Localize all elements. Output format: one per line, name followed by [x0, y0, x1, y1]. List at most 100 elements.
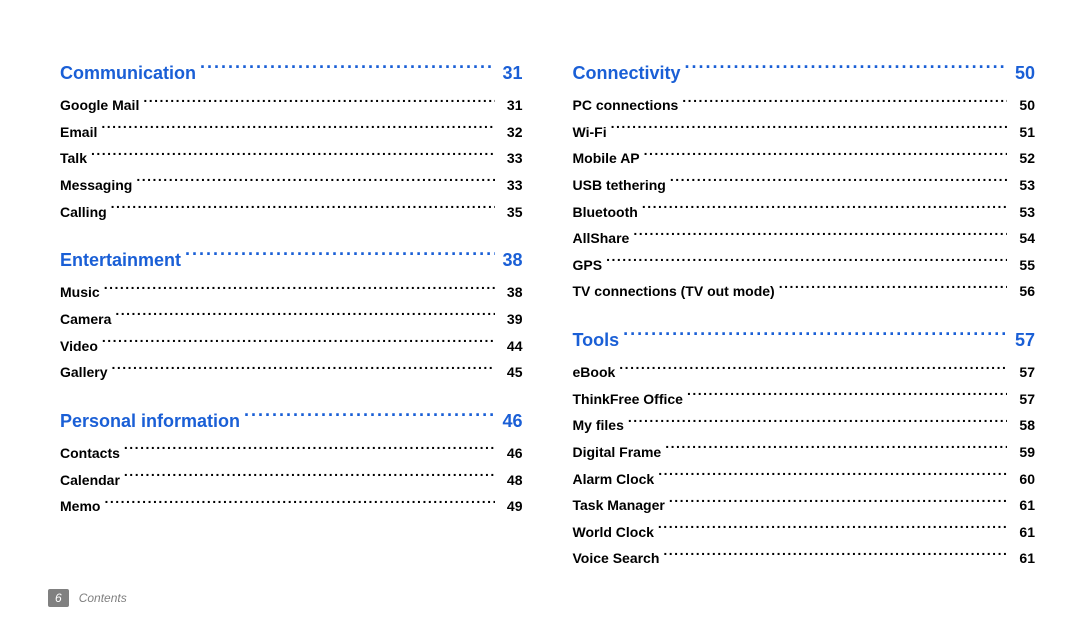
toc-entry[interactable]: Contacts 46	[60, 440, 523, 467]
toc-entry[interactable]: Video 44	[60, 333, 523, 360]
toc-entry-label: AllShare	[573, 225, 634, 252]
toc-entry-page: 31	[495, 92, 523, 119]
toc-section: Tools57eBook57ThinkFree Office57My files…	[573, 323, 1036, 572]
toc-entry[interactable]: Music38	[60, 279, 523, 306]
toc-entry-page: 48	[495, 467, 523, 494]
toc-heading-label: Entertainment	[60, 243, 185, 277]
toc-entry-label: Memo	[60, 493, 104, 520]
toc-leader	[111, 361, 494, 377]
toc-entry-page: 49	[495, 493, 523, 520]
toc-entry[interactable]: Alarm Clock 60	[573, 466, 1036, 493]
toc-heading-label: Communication	[60, 56, 200, 90]
toc-entry-page: 61	[1007, 492, 1035, 519]
toc-entry-page: 60	[1007, 466, 1035, 493]
toc-entry-label: TV connections (TV out mode)	[573, 278, 779, 305]
toc-entry-page: 33	[495, 172, 523, 199]
toc-leader	[185, 250, 494, 266]
toc-entry-page: 46	[495, 440, 523, 467]
toc-entry-label: eBook	[573, 359, 620, 386]
toc-leader	[102, 335, 495, 351]
toc-entry-label: Video	[60, 333, 102, 360]
toc-entry-page: 50	[1007, 92, 1035, 119]
toc-entry[interactable]: Calendar 48	[60, 467, 523, 494]
toc-entry[interactable]: Memo 49	[60, 493, 523, 520]
toc-leader	[644, 147, 1007, 163]
toc-heading-label: Tools	[573, 323, 624, 357]
toc-entry[interactable]: My files58	[573, 412, 1036, 439]
toc-columns: Communication31Google Mail 31Email32Talk3…	[60, 50, 1035, 590]
toc-entry-label: My files	[573, 412, 628, 439]
toc-heading-label: Connectivity	[573, 56, 685, 90]
toc-entry[interactable]: Voice Search61	[573, 545, 1036, 572]
toc-entry[interactable]: PC connections 50	[573, 92, 1036, 119]
toc-entry-label: Wi-Fi	[573, 119, 611, 146]
toc-heading[interactable]: Connectivity50	[573, 56, 1036, 90]
toc-section: Entertainment38Music38Camera39Video44Gal…	[60, 243, 523, 386]
toc-entry[interactable]: Messaging 33	[60, 172, 523, 199]
toc-leader	[669, 494, 1007, 510]
toc-entry-page: 32	[495, 119, 523, 146]
toc-entry-label: Contacts	[60, 440, 124, 467]
toc-entry[interactable]: Mobile AP52	[573, 145, 1036, 172]
toc-leader	[611, 121, 1007, 137]
toc-leader	[143, 94, 494, 110]
toc-entry-label: World Clock	[573, 519, 658, 546]
toc-entry[interactable]: World Clock61	[573, 519, 1036, 546]
toc-entry-label: Music	[60, 279, 104, 306]
toc-entry-page: 56	[1007, 278, 1035, 305]
toc-entry-page: 35	[495, 199, 523, 226]
toc-leader	[665, 441, 1007, 457]
toc-entry[interactable]: Camera39	[60, 306, 523, 333]
toc-entry[interactable]: eBook57	[573, 359, 1036, 386]
toc-entry-label: Alarm Clock	[573, 466, 659, 493]
toc-leader	[685, 63, 1007, 79]
toc-leader	[104, 495, 494, 511]
toc-leader	[642, 201, 1007, 217]
toc-heading[interactable]: Personal information46	[60, 404, 523, 438]
toc-entry[interactable]: GPS55	[573, 252, 1036, 279]
toc-entry-page: 59	[1007, 439, 1035, 466]
toc-entry-label: Gallery	[60, 359, 111, 386]
footer: 6 Contents	[48, 589, 127, 607]
toc-leader	[91, 147, 495, 163]
toc-entry[interactable]: USB tethering 53	[573, 172, 1036, 199]
toc-entry[interactable]: Email32	[60, 119, 523, 146]
toc-section: Connectivity50PC connections 50Wi-Fi51Mob…	[573, 56, 1036, 305]
toc-leader	[628, 414, 1007, 430]
page: Communication31Google Mail 31Email32Talk3…	[0, 0, 1080, 629]
toc-entry-label: Calendar	[60, 467, 124, 494]
toc-entry[interactable]: Task Manager61	[573, 492, 1036, 519]
toc-entry[interactable]: TV connections (TV out mode) 56	[573, 278, 1036, 305]
toc-heading[interactable]: Tools57	[573, 323, 1036, 357]
toc-heading[interactable]: Communication31	[60, 56, 523, 90]
toc-leader	[244, 411, 494, 427]
toc-entry-label: PC connections	[573, 92, 683, 119]
toc-leader	[779, 280, 1007, 296]
toc-leader	[115, 308, 494, 324]
toc-entry-page: 53	[1007, 199, 1035, 226]
toc-leader	[633, 227, 1007, 243]
toc-entry-label: Messaging	[60, 172, 136, 199]
toc-heading[interactable]: Entertainment38	[60, 243, 523, 277]
toc-entry-label: Digital Frame	[573, 439, 666, 466]
toc-entry[interactable]: Bluetooth53	[573, 199, 1036, 226]
toc-entry-label: Google Mail	[60, 92, 143, 119]
toc-entry[interactable]: Digital Frame 59	[573, 439, 1036, 466]
toc-entry[interactable]: AllShare54	[573, 225, 1036, 252]
toc-leader	[111, 201, 495, 217]
toc-entry-label: USB tethering	[573, 172, 670, 199]
toc-entry[interactable]: Gallery45	[60, 359, 523, 386]
toc-entry[interactable]: Calling35	[60, 199, 523, 226]
toc-entry[interactable]: ThinkFree Office57	[573, 386, 1036, 413]
toc-entry[interactable]: Wi-Fi51	[573, 119, 1036, 146]
toc-heading-page: 46	[495, 404, 523, 438]
toc-entry-label: ThinkFree Office	[573, 386, 687, 413]
toc-leader	[136, 174, 494, 190]
toc-entry-page: 55	[1007, 252, 1035, 279]
toc-leader	[619, 361, 1007, 377]
toc-entry[interactable]: Talk33	[60, 145, 523, 172]
toc-entry[interactable]: Google Mail 31	[60, 92, 523, 119]
toc-entry-page: 44	[495, 333, 523, 360]
toc-entry-page: 53	[1007, 172, 1035, 199]
toc-leader	[124, 469, 495, 485]
